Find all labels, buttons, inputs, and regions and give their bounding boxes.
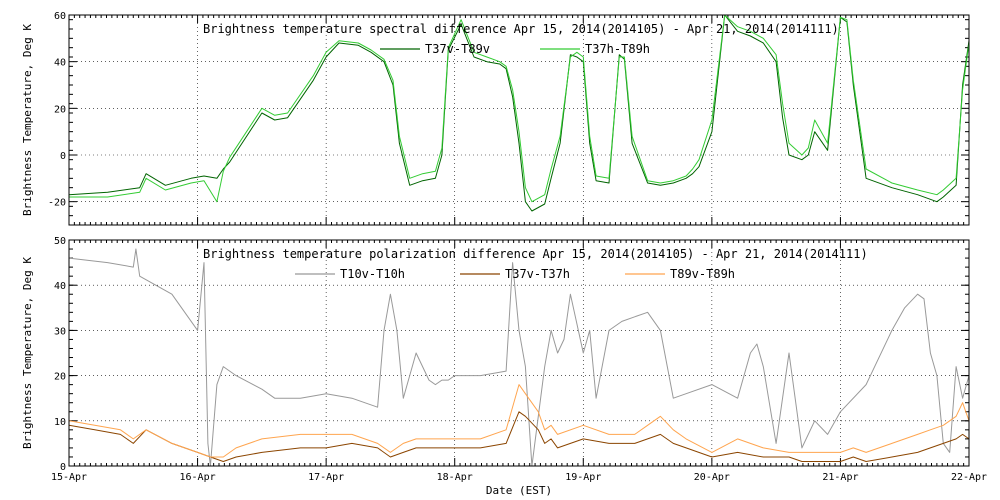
x-axis-label: Date (EST)	[486, 484, 552, 497]
y-tick-label: 40	[54, 281, 66, 292]
x-tick-label: 17-Apr	[308, 472, 344, 483]
y-axis-label: Brightness Temperature, Deg K	[21, 257, 34, 449]
y-tick-label: 50	[54, 236, 66, 247]
x-tick-label: 21-Apr	[822, 472, 858, 483]
legend-label: T10v-T10h	[340, 267, 405, 281]
y-tick-label: 0	[60, 462, 66, 473]
y-tick-label: 0	[60, 151, 66, 162]
x-tick-label: 22-Apr	[951, 472, 987, 483]
series-line-t89v-t89h	[68, 384, 970, 458]
legend-label: T37h-T89h	[585, 42, 650, 56]
legend-label: T37v-T89v	[425, 42, 490, 56]
y-tick-label: 40	[54, 58, 66, 69]
x-tick-label: 16-Apr	[180, 472, 216, 483]
spectral-difference-panel: -20 0 20 40 60 Brightness temperature spectra…	[21, 11, 970, 226]
chart-title: Brightness temperature polarization diff…	[203, 247, 868, 261]
x-tick-label: 19-Apr	[565, 472, 601, 483]
y-tick-label: 10	[54, 417, 66, 428]
y-tick-label: 20	[54, 104, 66, 115]
series-line-t37h-t89h	[69, 14, 970, 203]
series-line-t37v-t37h	[68, 411, 970, 462]
x-tick-label: 15-Apr	[51, 472, 87, 483]
plot-frame	[68, 239, 970, 467]
y-tick-label: -20	[48, 198, 66, 209]
series-line-t10v-t10h	[68, 248, 970, 467]
chart-title: Brightness temperature spectral differen…	[203, 22, 839, 36]
y-tick-label: 30	[54, 326, 66, 337]
y-axis-label: Brightness Temperature, Deg K	[21, 24, 34, 216]
y-tick-label: 20	[54, 372, 66, 383]
plot-frame	[68, 14, 970, 226]
x-tick-label: 20-Apr	[694, 472, 730, 483]
polarization-difference-panel: 0 10 20 30 40 50 Brightness temperature polari…	[21, 236, 987, 497]
y-tick-label: 60	[54, 11, 66, 22]
legend-label: T37v-T37h	[505, 267, 570, 281]
legend-label: T89v-T89h	[670, 267, 735, 281]
x-tick-label: 18-Apr	[437, 472, 473, 483]
